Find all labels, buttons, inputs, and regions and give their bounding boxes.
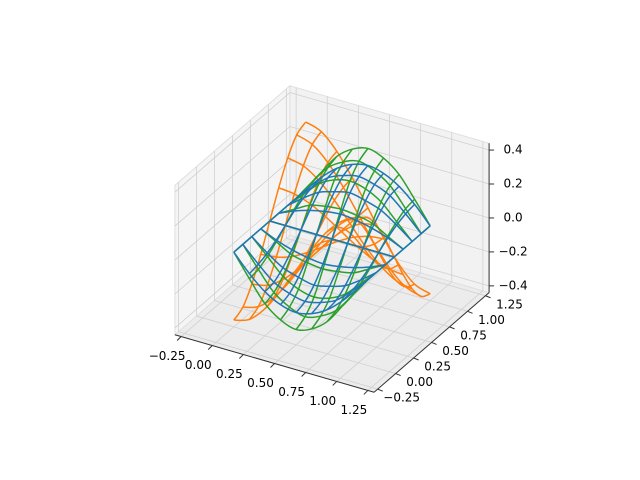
x-tick [363,390,369,395]
x-tick [239,354,244,359]
z-tick-label: 0.4 [504,143,523,157]
wire-column [295,164,369,314]
y-tick [395,373,401,377]
x-tick [332,381,338,386]
x-tick [270,363,275,368]
x-tick-label: −0.25 [149,349,186,363]
wire-column [326,185,400,311]
x-tick-label: 0.50 [247,376,274,390]
x-tick-label: 1.25 [341,403,368,417]
wire-row [305,121,431,295]
y-tick-label: −0.25 [383,391,420,405]
grid-line [289,227,490,287]
wire-column [233,189,307,253]
y-tick-label: 1.00 [478,313,505,327]
x-tick-label: 1.00 [309,394,336,408]
wire-column [248,176,322,275]
grid-line [174,92,291,193]
x-tick [301,372,306,377]
grid-line [214,300,414,359]
wire-column [264,167,338,293]
x-tick-label: 0.25 [216,367,243,381]
y-tick [377,388,383,392]
y-tick [485,295,491,299]
y-tick-label: 0.50 [442,344,469,358]
wire-column [279,163,353,306]
y-tick-label: 1.25 [496,297,523,311]
grid-line [232,284,432,343]
grid-line [174,126,291,227]
grid-line [178,331,378,390]
y-tick-label: 0.25 [424,360,451,374]
x-tick [207,345,213,350]
y-tick [413,357,419,361]
wire-column [342,203,416,302]
z-tick-label: −0.2 [499,244,528,258]
wire-column [357,225,431,289]
wire-row [305,163,431,227]
x-tick [176,336,182,341]
grid-line [289,126,490,185]
grid-line [174,194,291,295]
grid-line [289,194,490,253]
y-tick [467,310,473,314]
z-tick-label: −0.4 [499,278,528,292]
y-tick [431,341,437,345]
z-tick-label: 0.2 [504,177,523,191]
grid-line [196,315,396,374]
x-axis-line [174,334,375,393]
z-tick-label: 0.0 [504,210,523,224]
x-tick-label: 0.75 [278,385,305,399]
grid-line [174,228,291,329]
grid-line [289,92,490,151]
y-tick [449,326,455,330]
y-tick-label: 0.75 [460,328,487,342]
wire-column [311,172,385,315]
y-axis-line [373,292,490,393]
y-tick-label: 0.00 [406,375,433,389]
grid-line [174,160,291,261]
x-tick-label: 0.00 [185,358,212,372]
